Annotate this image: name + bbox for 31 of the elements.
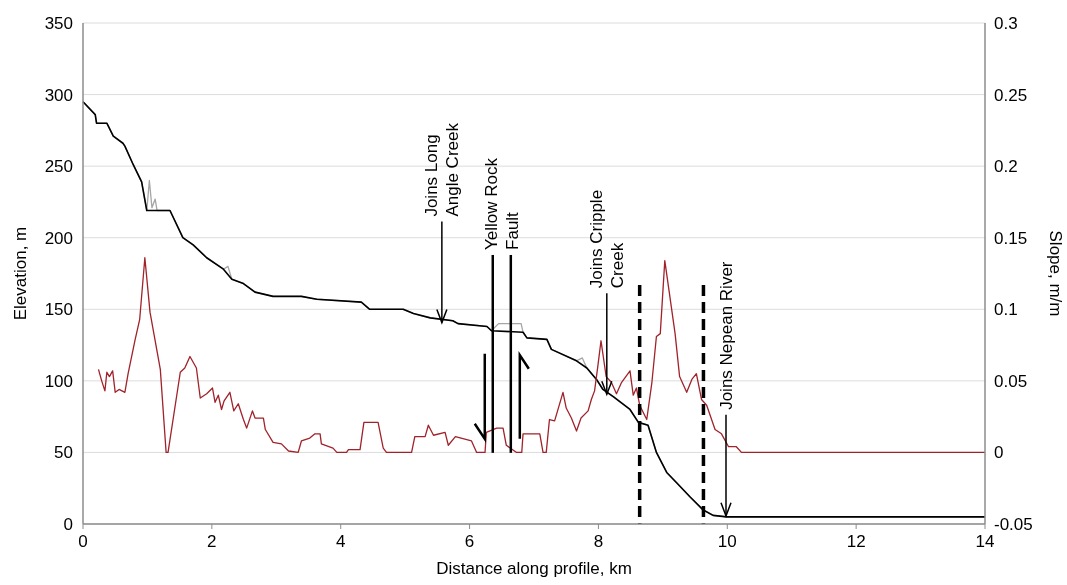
y2-tick-label: 0.1 [994, 300, 1018, 320]
y2-tick-label: 0.25 [994, 85, 1028, 105]
y-tick-label: 100 [44, 371, 73, 391]
x-tick-label: 4 [335, 532, 346, 551]
y-tick-label: 50 [54, 443, 73, 463]
y2-tick-label: 0.2 [994, 157, 1018, 177]
y-tick-label: 0 [63, 515, 73, 534]
x-tick-label: 12 [846, 532, 866, 551]
annotation: Joins Nepean River [717, 261, 736, 410]
x-tick-label: 10 [717, 532, 737, 551]
annotation: Joins Cripple Creek [587, 189, 628, 289]
y-tick-label: 250 [44, 157, 73, 177]
x-tick-label: 14 [975, 532, 995, 551]
x-tick-label: 2 [207, 532, 217, 551]
annotation: Yellow Rock Fault [482, 157, 523, 250]
y2-axis-title: Slope, m/m [1046, 230, 1065, 317]
x-tick-label: 0 [78, 532, 88, 551]
x-axis-title: Distance along profile, km [436, 559, 632, 578]
y2-tick-label: 0.05 [994, 371, 1028, 391]
y-axis-title: Elevation, m [11, 226, 30, 321]
y2-tick-label: 0.3 [994, 14, 1018, 33]
y-tick-label: 200 [44, 228, 73, 248]
x-tick-label: 8 [593, 532, 604, 551]
y2-tick-label: 0.15 [994, 228, 1028, 248]
annotation: Joins Long Angle Creek [422, 122, 463, 217]
y-tick-label: 150 [44, 300, 73, 320]
x-tick-label: 6 [464, 532, 475, 551]
y-tick-label: 300 [44, 85, 73, 105]
y2-tick-label: -0.05 [994, 515, 1033, 534]
y2-tick-label: 0 [994, 443, 1004, 463]
y-tick-label: 350 [44, 14, 73, 33]
